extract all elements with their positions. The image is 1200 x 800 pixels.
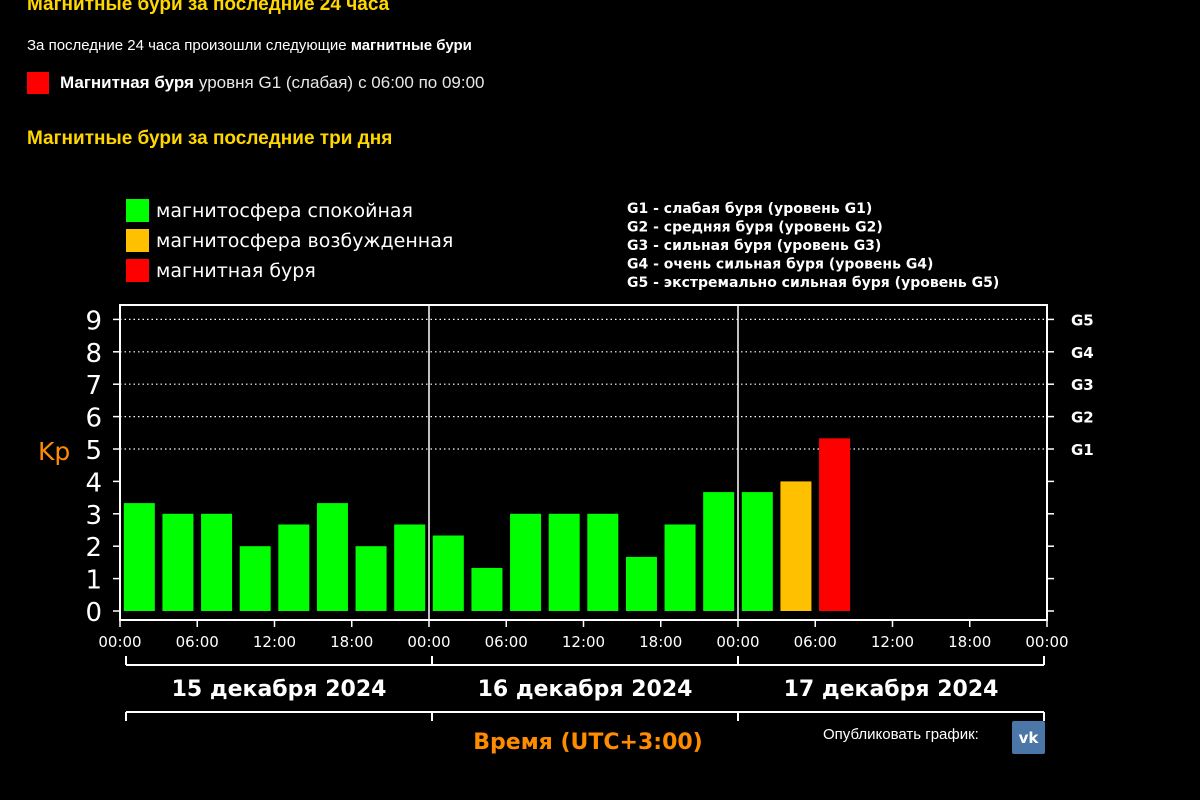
legend-label: магнитосфера возбужденная [156, 230, 453, 252]
kp-bar [819, 438, 851, 611]
kp-bar [355, 546, 387, 611]
x-axis-title: Время (UTC+3:00) [473, 730, 703, 755]
x-tick-label: 00:00 [716, 633, 759, 651]
vk-logo-icon: vk [1018, 728, 1039, 747]
x-tick-label: 18:00 [330, 633, 373, 651]
g-legend-item: G3 - сильная буря (уровень G3) [627, 238, 881, 254]
kp-bar [239, 546, 271, 611]
g-level-label: G4 [1071, 344, 1094, 362]
x-tick-label: 00:00 [98, 633, 141, 651]
title-last-three-days: Магнитные бури за последние три дня [27, 128, 393, 149]
title-last-24-hours: Магнитные бури за последние 24 часа [27, 0, 390, 15]
kp-bar [316, 503, 348, 611]
y-tick-label: 8 [85, 339, 102, 369]
kp-bar [587, 513, 619, 611]
g-level-label: G5 [1071, 311, 1094, 329]
y-tick-label: 0 [85, 598, 102, 628]
day-label: 15 декабря 2024 [172, 677, 387, 702]
intro-text-plain: За последние 24 часа произошли следующие [27, 37, 351, 54]
publish-chart-label: Опубликовать график: [823, 726, 979, 743]
x-tick-label: 06:00 [485, 633, 528, 651]
kp-bar [278, 524, 310, 611]
kp-bar [625, 556, 657, 611]
y-tick-label: 5 [85, 436, 102, 466]
legend-swatch [126, 229, 149, 252]
g-level-label: G2 [1071, 409, 1094, 427]
y-tick-label: 9 [85, 306, 102, 336]
x-tick-label: 12:00 [871, 633, 914, 651]
y-tick-label: 7 [85, 371, 102, 401]
intro-text-bold: магнитные бури [350, 37, 472, 54]
storm-event-level: уровня G1 (слабая) [198, 73, 354, 92]
g-legend-item: G2 - средняя буря (уровень G2) [627, 220, 883, 236]
x-tick-label: 12:00 [562, 633, 605, 651]
legend-label: магнитная буря [156, 260, 316, 282]
storm-event-time: с 06:00 по 09:00 [358, 73, 485, 92]
g-legend-item: G4 - очень сильная буря (уровень G4) [627, 257, 933, 273]
day-label: 16 декабря 2024 [478, 677, 693, 702]
storm-event-row: Магнитная буря уровня G1 (слабая) с 06:0… [27, 71, 485, 95]
kp-bar [741, 492, 773, 611]
legend-swatch [126, 199, 149, 222]
x-tick-label: 12:00 [253, 633, 296, 651]
g-legend-item: G5 - экстремально сильная буря (уровень … [627, 275, 999, 291]
x-tick-label: 00:00 [1025, 633, 1068, 651]
x-tick-label: 06:00 [176, 633, 219, 651]
kp-bar [201, 513, 233, 611]
g-level-label: G3 [1071, 376, 1094, 394]
g-legend-item: G1 - слабая буря (уровень G1) [627, 201, 872, 217]
g-level-label: G1 [1071, 441, 1094, 459]
legend-swatch [126, 259, 149, 282]
kp-bar [703, 492, 735, 611]
kp-bar [780, 481, 812, 611]
y-tick-label: 4 [85, 468, 102, 498]
y-tick-label: 3 [85, 501, 102, 531]
kp-bar [432, 535, 464, 611]
kp-bar [664, 524, 696, 611]
kp-bar [123, 503, 155, 611]
intro-text: За последние 24 часа произошли следующие… [27, 37, 472, 54]
y-axis-label: Kp [38, 437, 70, 466]
kp-bar [548, 513, 580, 611]
vk-share-button[interactable]: vk [1012, 721, 1045, 754]
plot-frame [119, 304, 1048, 621]
y-tick-label: 6 [85, 404, 102, 434]
y-tick-label: 2 [85, 533, 102, 563]
storm-color-swatch [27, 72, 49, 94]
x-tick-label: 00:00 [407, 633, 450, 651]
kp-bar [510, 513, 542, 611]
y-tick-label: 1 [85, 566, 102, 596]
x-tick-label: 18:00 [948, 633, 991, 651]
x-tick-label: 18:00 [639, 633, 682, 651]
day-label: 17 декабря 2024 [784, 677, 999, 702]
legend-label: магнитосфера спокойная [156, 200, 413, 222]
storm-event-label: Магнитная буря [60, 73, 194, 92]
kp-bar [162, 513, 194, 611]
x-tick-label: 06:00 [794, 633, 837, 651]
kp-bar [394, 524, 426, 611]
kp-bar [471, 567, 503, 611]
